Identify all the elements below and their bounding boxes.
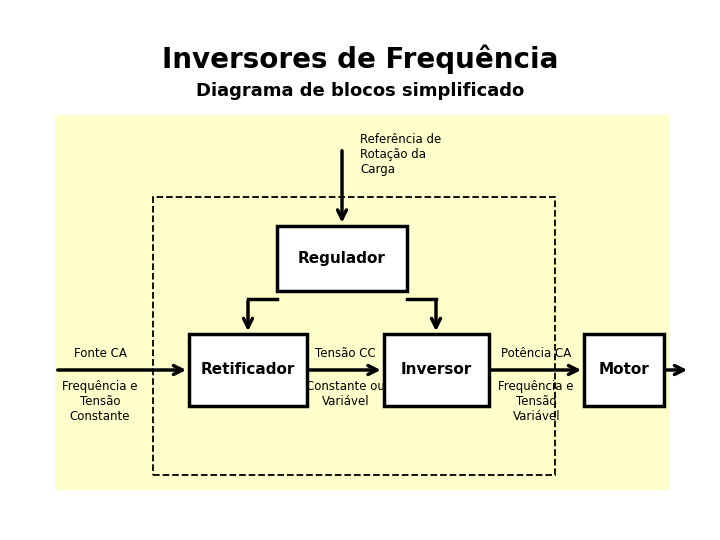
Text: Tensão CC: Tensão CC xyxy=(315,347,376,360)
Bar xyxy=(189,334,307,406)
Text: Diagrama de blocos simplificado: Diagrama de blocos simplificado xyxy=(196,82,524,100)
Bar xyxy=(55,115,670,490)
Bar xyxy=(277,226,407,291)
Text: Potência CA: Potência CA xyxy=(501,347,572,360)
Text: Regulador: Regulador xyxy=(298,251,386,266)
Text: Fonte CA: Fonte CA xyxy=(73,347,127,360)
Text: Retificador: Retificador xyxy=(201,362,295,377)
Text: Constante ou
Variável: Constante ou Variável xyxy=(306,380,384,408)
Bar xyxy=(153,197,555,475)
Bar xyxy=(384,334,488,406)
Bar xyxy=(584,334,664,406)
Text: Inversor: Inversor xyxy=(400,362,472,377)
Text: Frequência e
Tensão
Variável: Frequência e Tensão Variável xyxy=(498,380,574,423)
Text: Frequência e
Tensão
Constante: Frequência e Tensão Constante xyxy=(62,380,138,423)
Text: Referência de
Rotação da
Carga: Referência de Rotação da Carga xyxy=(360,133,441,176)
Text: Inversores de Frequência: Inversores de Frequência xyxy=(162,45,558,75)
Text: Motor: Motor xyxy=(598,362,649,377)
